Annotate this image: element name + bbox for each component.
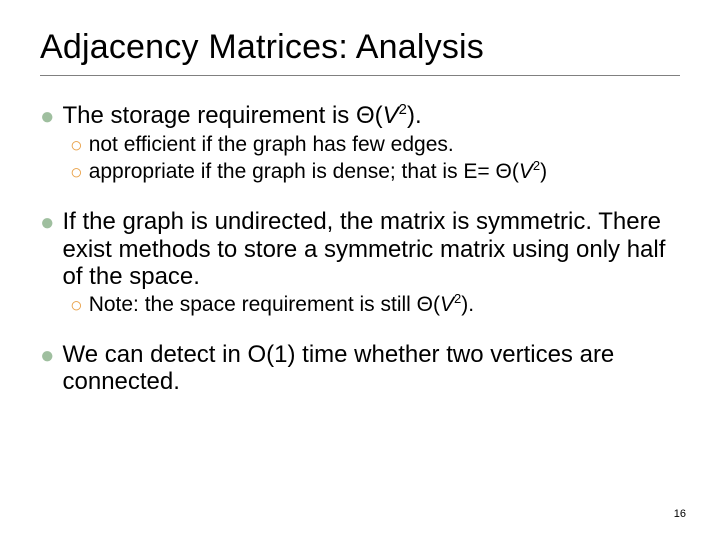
circle-icon: ○ bbox=[70, 161, 83, 186]
bullet-3-text: We can detect in O(1) time whether two v… bbox=[63, 341, 681, 396]
b2s1-V: V bbox=[440, 293, 454, 316]
bullet-2-block: ● If the graph is undirected, the matrix… bbox=[40, 208, 680, 319]
b1s2-open: ( bbox=[512, 160, 519, 183]
b1-V: V bbox=[383, 102, 399, 129]
bullet-2: ● If the graph is undirected, the matrix… bbox=[40, 208, 680, 291]
bullet-2-1-text: Note: the space requirement is still Θ(V… bbox=[89, 293, 680, 318]
slide-title: Adjacency Matrices: Analysis bbox=[40, 28, 680, 67]
b1-pre: The storage requirement is bbox=[63, 102, 356, 129]
bullet-3-block: ● We can detect in O(1) time whether two… bbox=[40, 341, 680, 396]
bullet-1-2: ○ appropriate if the graph is dense; tha… bbox=[70, 160, 680, 186]
b1-sup: 2 bbox=[399, 102, 407, 118]
b2s1-pre: Note: the space requirement is still bbox=[89, 293, 417, 316]
b2s1-theta: Θ bbox=[417, 293, 433, 316]
page-number: 16 bbox=[674, 508, 686, 520]
b1-theta: Θ bbox=[356, 102, 375, 129]
bullet-1-text: The storage requirement is Θ(V2). bbox=[63, 102, 681, 130]
bullet-1: ● The storage requirement is Θ(V2). bbox=[40, 102, 680, 131]
disc-icon: ● bbox=[40, 342, 55, 370]
bullet-1-1: ○ not efficient if the graph has few edg… bbox=[70, 133, 680, 159]
b2s1-close: ). bbox=[461, 293, 474, 316]
slide: Adjacency Matrices: Analysis ● The stora… bbox=[0, 0, 720, 540]
bullet-1-1-text: not efficient if the graph has few edges… bbox=[89, 133, 680, 158]
b1-open: ( bbox=[375, 102, 383, 129]
title-underline bbox=[40, 75, 680, 76]
bullet-2-1: ○ Note: the space requirement is still Θ… bbox=[70, 293, 680, 319]
circle-icon: ○ bbox=[70, 294, 83, 319]
b1-close: ). bbox=[407, 102, 422, 129]
circle-icon: ○ bbox=[70, 134, 83, 159]
b1s2-theta: Θ bbox=[496, 160, 512, 183]
bullet-1-2-text: appropriate if the graph is dense; that … bbox=[89, 160, 680, 185]
b1s2-pre: appropriate if the graph is dense; that … bbox=[89, 160, 496, 183]
bullet-2-text: If the graph is undirected, the matrix i… bbox=[63, 208, 681, 291]
bullet-3: ● We can detect in O(1) time whether two… bbox=[40, 341, 680, 396]
b1s2-V: V bbox=[519, 160, 533, 183]
disc-icon: ● bbox=[40, 209, 55, 237]
b1s2-close: ) bbox=[540, 160, 547, 183]
b2s1-open: ( bbox=[433, 293, 440, 316]
disc-icon: ● bbox=[40, 103, 55, 131]
bullet-1-block: ● The storage requirement is Θ(V2). ○ no… bbox=[40, 102, 680, 186]
